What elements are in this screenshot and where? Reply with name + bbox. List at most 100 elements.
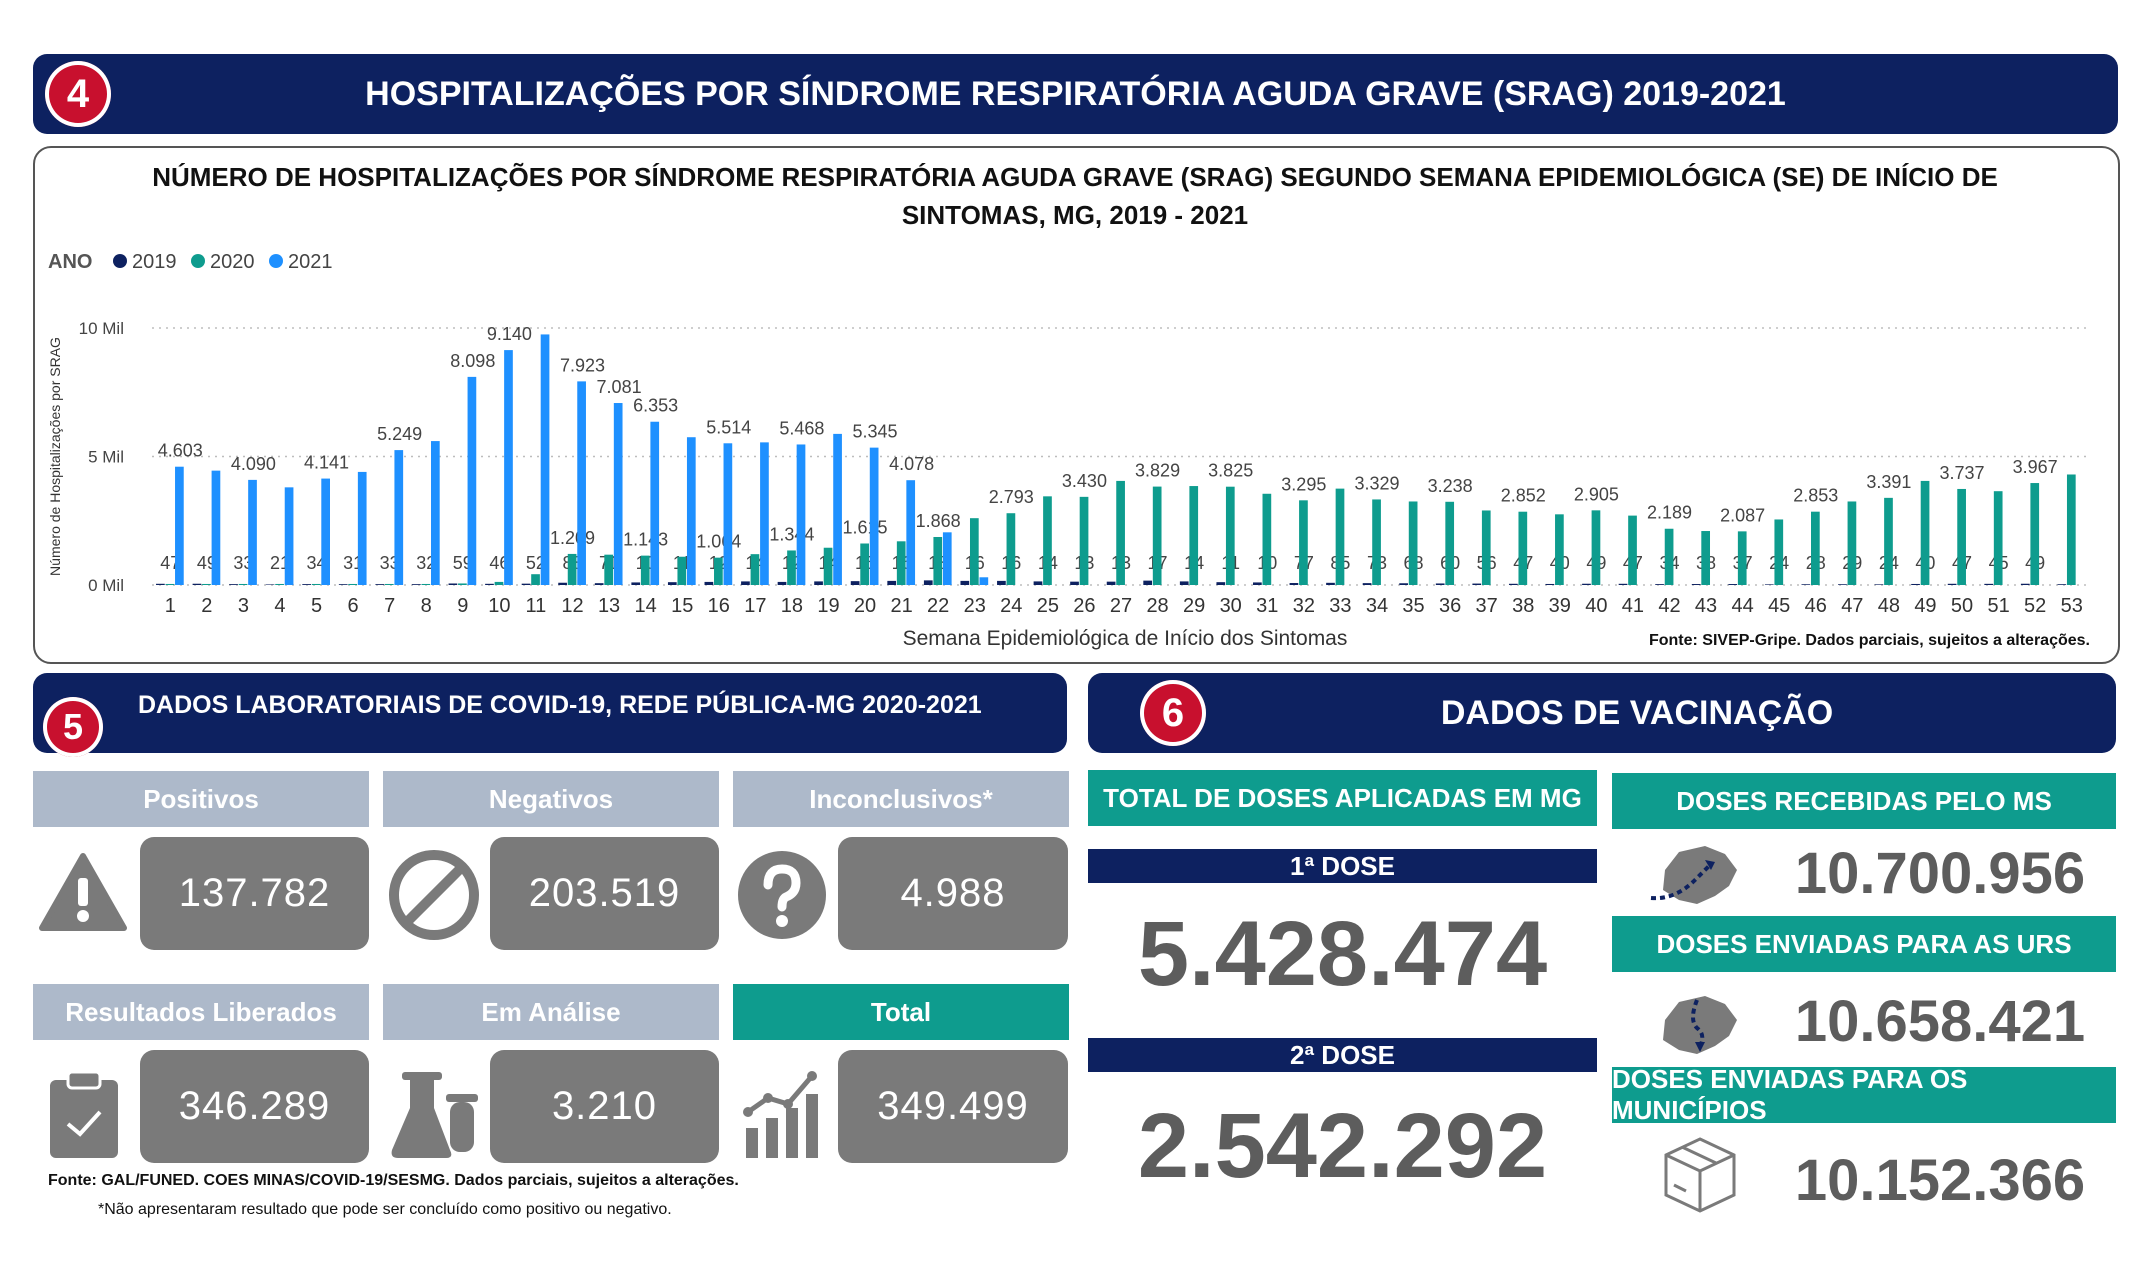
bar-2021-week-1 xyxy=(175,466,184,585)
bar-2019-week-24 xyxy=(997,580,1006,585)
data-label-2020-week-38: 2.852 xyxy=(1501,486,1546,506)
bar-2019-week-44 xyxy=(1728,584,1738,585)
data-label-2021-week-7: 5.249 xyxy=(377,424,422,444)
bar-2020-week-15 xyxy=(677,556,687,585)
x-tick-label: 42 xyxy=(1658,595,1680,617)
bar-2020-week-21 xyxy=(896,541,906,585)
srag-bar-chart: 0 Mil 5 Mil 10 Mil Número de Hospitalizaçõe… xyxy=(47,251,2090,650)
bar-2019-week-29 xyxy=(1179,581,1189,585)
lab-flask-icon xyxy=(391,1072,478,1158)
y-tick-label: 0 Mil xyxy=(88,576,124,595)
bar-2019-week-26 xyxy=(1070,581,1079,585)
warning-icon xyxy=(39,853,127,931)
legend-label-2020: 2020 xyxy=(210,251,255,273)
package-box-icon xyxy=(1664,1137,1736,1213)
bar-2019-week-27 xyxy=(1106,581,1116,585)
x-tick-label: 51 xyxy=(1987,595,2009,617)
sent-urs-header: DOSES ENVIADAS PARA AS URS xyxy=(1612,916,2116,972)
data-label-2020-week-28: 3.829 xyxy=(1135,461,1180,481)
bar-2019-week-12 xyxy=(558,582,567,585)
bar-2019-week-5 xyxy=(302,584,311,585)
x-tick-label: 23 xyxy=(964,595,986,617)
x-tick-label: 2 xyxy=(201,595,212,617)
x-tick-label: 47 xyxy=(1841,595,1863,617)
bar-2020-week-46 xyxy=(1811,511,1820,585)
bar-2019-week-25 xyxy=(1033,581,1043,585)
bar-2019-week-46 xyxy=(1801,584,1811,585)
data-label-2020-week-22: 1.868 xyxy=(916,511,961,531)
x-tick-label: 20 xyxy=(854,595,876,617)
bar-2020-week-36 xyxy=(1445,501,1455,585)
data-label-2021-week-20: 5.345 xyxy=(853,422,898,442)
x-tick-label: 10 xyxy=(488,595,510,617)
bar-2019-week-22 xyxy=(923,580,933,585)
x-tick-label: 18 xyxy=(781,595,803,617)
data-label-2020-week-48: 3.391 xyxy=(1866,472,1911,492)
bar-2020-week-23 xyxy=(969,518,979,585)
section-6-banner: 6 DADOS DE VACINAÇÃO xyxy=(1088,673,2116,753)
card-total-value: 349.499 xyxy=(838,1050,1068,1163)
bar-2021-week-10 xyxy=(504,350,513,585)
bar-2020-week-45 xyxy=(1774,519,1784,585)
bar-2020-week-19 xyxy=(823,547,833,585)
bar-2019-week-4 xyxy=(265,584,275,585)
bar-2020-week-29 xyxy=(1189,486,1199,585)
bar-2021-week-9 xyxy=(467,376,477,585)
card-liberados-value: 346.289 xyxy=(140,1050,369,1163)
bar-2021-week-4 xyxy=(284,487,294,585)
bar-2020-week-39 xyxy=(1555,514,1564,585)
bar-2021-week-18 xyxy=(796,444,806,585)
data-label-2020-week-14: 1.143 xyxy=(623,530,668,550)
bar-2021-week-11 xyxy=(540,334,550,585)
lab-footnote: *Não apresentaram resultado que pode ser… xyxy=(98,1201,672,1218)
x-tick-label: 24 xyxy=(1000,595,1022,617)
bar-2019-week-32 xyxy=(1289,583,1299,585)
bar-2019-week-51 xyxy=(1984,583,1994,585)
x-tick-label: 48 xyxy=(1878,595,1900,617)
section-4-banner: 4 HOSPITALIZAÇÕES POR SÍNDROME RESPIRATÓ… xyxy=(33,54,2118,134)
x-tick-label: 7 xyxy=(384,595,395,617)
x-tick-label: 9 xyxy=(457,595,468,617)
dose-2-header: 2ª DOSE xyxy=(1088,1038,1597,1072)
bar-2019-week-21 xyxy=(887,580,897,585)
received-doses-value: 10.700.956 xyxy=(1794,841,2086,906)
data-label-2020-week-34: 3.329 xyxy=(1354,473,1399,493)
bar-2021-week-20 xyxy=(869,447,879,585)
data-label-2020-week-44: 2.087 xyxy=(1720,505,1765,525)
bar-2019-week-1 xyxy=(156,583,165,585)
bar-2019-week-49 xyxy=(1911,583,1920,585)
data-label-2020-week-32: 3.295 xyxy=(1281,474,1326,494)
bar-2019-week-48 xyxy=(1874,584,1884,585)
bar-2019-week-18 xyxy=(777,581,787,585)
bar-2020-week-35 xyxy=(1408,501,1418,585)
total-doses-header: TOTAL DE DOSES APLICADAS EM MG xyxy=(1088,770,1597,826)
bar-2019-week-35 xyxy=(1399,583,1408,585)
y-tick-label: 10 Mil xyxy=(79,319,124,338)
data-label-2020-week-12: 1.209 xyxy=(550,528,595,548)
bar-2020-week-24 xyxy=(1006,513,1016,585)
legend-title: ANO xyxy=(48,251,92,273)
data-label-2021-week-13: 7.081 xyxy=(597,377,642,397)
bar-2019-week-52 xyxy=(2020,583,2030,585)
card-positivos-value: 137.782 xyxy=(140,837,369,950)
data-label-2020-week-26: 3.430 xyxy=(1062,471,1107,491)
section-5-title: DADOS LABORATORIAIS DE COVID-19, REDE PÚ… xyxy=(138,691,982,719)
data-label-2020-week-40: 2.905 xyxy=(1574,484,1619,504)
data-label-2021-week-5: 4.141 xyxy=(304,453,349,473)
bar-2020-week-47 xyxy=(1847,501,1857,585)
data-label-2020-week-52: 3.967 xyxy=(2013,457,2058,477)
bar-2019-week-37 xyxy=(1472,583,1482,585)
bar-2020-week-11 xyxy=(531,574,540,585)
data-label-2021-week-18: 5.468 xyxy=(779,418,824,438)
sent-municipios-header: DOSES ENVIADAS PARA OS MUNICÍPIOS xyxy=(1612,1064,2116,1125)
legend-label-2019: 2019 xyxy=(132,251,177,273)
bar-2020-week-28 xyxy=(1152,486,1162,585)
data-label-2020-week-50: 3.737 xyxy=(1939,463,1984,483)
data-label-2020-week-42: 2.189 xyxy=(1647,503,1692,523)
bar-2021-week-3 xyxy=(248,479,257,585)
data-label-2020-week-46: 2.853 xyxy=(1793,486,1838,506)
x-tick-label: 30 xyxy=(1220,595,1242,617)
y-tick-label: 5 Mil xyxy=(88,448,124,467)
x-tick-label: 27 xyxy=(1110,595,1132,617)
y-axis-label: Número de Hospitalizações por SRAG xyxy=(47,337,63,576)
